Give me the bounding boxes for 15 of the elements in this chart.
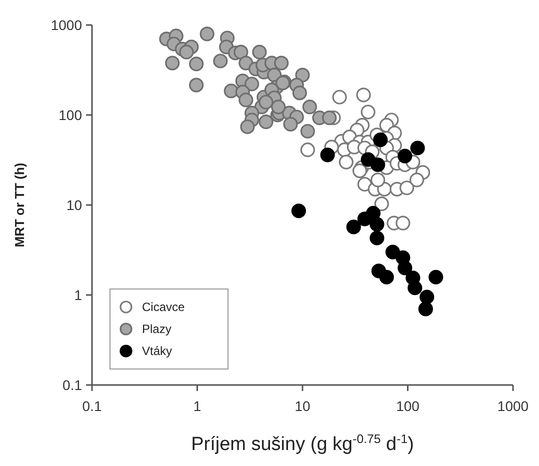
y-tick-label: 1: [74, 286, 82, 303]
x-tick-label: 0.1: [82, 398, 102, 414]
x-tick-label: 1000: [497, 398, 529, 414]
y-tick-label: 1000: [50, 16, 82, 33]
legend-label: Cicavce: [142, 300, 186, 314]
x-tick-label: 10: [294, 398, 310, 414]
y-tick-label: 0.1: [62, 376, 82, 393]
legend-label: Plazy: [142, 322, 172, 336]
x-axis-title: Príjem sušiny (g kg$^{-0.75}$ d$^{-1}$): [191, 432, 414, 455]
x-tick-label: 100: [396, 398, 420, 414]
y-tick-label: 10: [66, 196, 82, 213]
y-axis-title: MRT or TT (h): [12, 162, 27, 248]
y-tick-label: 100: [58, 106, 82, 123]
legend-label: Vtáky: [142, 344, 172, 358]
x-tick-label: 1: [193, 398, 202, 414]
